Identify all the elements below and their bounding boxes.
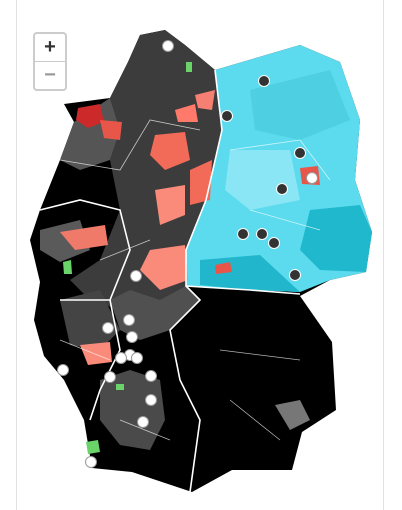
map-card — [16, 0, 384, 510]
zoom-in-button[interactable]: + — [44, 36, 56, 58]
markers — [57, 40, 318, 468]
map-regions — [30, 30, 372, 493]
zoom-control: + − — [33, 32, 67, 91]
zoom-out-button[interactable]: − — [35, 61, 65, 89]
